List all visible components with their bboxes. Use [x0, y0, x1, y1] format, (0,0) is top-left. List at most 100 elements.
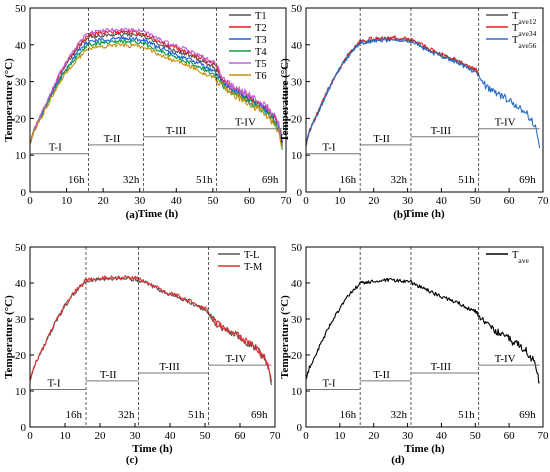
x-tick-label: 60 [244, 195, 256, 207]
y-tick-label: 10 [291, 386, 303, 398]
y-tick-label: 50 [15, 242, 27, 254]
phase-end-label: 16h [340, 174, 357, 186]
legend-label-subscript: ave [518, 256, 529, 265]
x-tick-label: 70 [538, 195, 550, 207]
x-axis-label: Time (h) [132, 443, 173, 455]
x-tick-label: 40 [436, 195, 448, 207]
y-tick-label: 30 [15, 314, 27, 326]
legend-label-subscript: ave34 [518, 29, 536, 38]
x-tick-label: 70 [281, 195, 293, 207]
phase-label: T-II [373, 369, 390, 381]
x-tick-label: 20 [98, 195, 110, 207]
y-tick-label: 30 [291, 314, 303, 326]
y-tick-label: 50 [15, 3, 27, 15]
chart-panel: T-I 16h T-II 32h T-III 51h T-IV 69h 0 10 20 30 40 50 6… [279, 242, 549, 466]
y-tick-label: 50 [291, 242, 303, 254]
phase-label: T-II [104, 133, 121, 145]
plot-frame [29, 246, 276, 428]
x-tick-label: 30 [130, 430, 142, 442]
series-line [305, 36, 479, 147]
phase-end-label: 51h [458, 409, 475, 421]
y-tick-label: 40 [15, 278, 27, 290]
plot-frame [305, 246, 544, 428]
x-tick-label: 40 [165, 430, 177, 442]
phase-end-label: 32h [123, 174, 140, 186]
phase-label: T-I [323, 378, 336, 390]
y-tick-label: 10 [15, 150, 27, 162]
x-tick-label: 30 [134, 195, 146, 207]
y-tick-label: 0 [297, 422, 303, 434]
panel-caption: (a) [126, 209, 139, 221]
phase-end-label: 51h [196, 174, 213, 186]
phase-label: T-III [159, 361, 180, 373]
y-tick-label: 10 [291, 150, 303, 162]
chart-panel: T-I 16h T-II 32h T-III 51h T-IV 69h 0 10 20 30 40 50 6… [279, 3, 549, 221]
x-tick-label: 10 [60, 430, 72, 442]
series-line [305, 38, 541, 149]
phase-label: T-I [47, 378, 60, 390]
x-tick-label: 50 [470, 430, 482, 442]
phase-label: T-III [166, 125, 187, 137]
y-tick-label: 40 [291, 278, 303, 290]
x-axis-label: Time (h) [404, 443, 445, 455]
phase-end-label: 69h [262, 174, 279, 186]
x-tick-label: 10 [334, 430, 346, 442]
series-line [29, 27, 283, 144]
x-tick-label: 50 [470, 195, 482, 207]
y-tick-label: 20 [15, 113, 27, 125]
x-tick-label: 60 [235, 430, 247, 442]
phase-label: T-IV [495, 353, 516, 365]
x-tick-label: 70 [538, 430, 550, 442]
phase-label: T-I [323, 142, 336, 154]
legend-label: T2 [255, 23, 267, 34]
phase-end-label: 32h [390, 409, 407, 421]
legend-label: T6 [255, 71, 267, 82]
phase-label: T-II [100, 369, 117, 381]
y-tick-label: 40 [291, 40, 303, 52]
series-line [29, 42, 283, 148]
x-tick-label: 70 [270, 430, 282, 442]
x-tick-label: 20 [368, 195, 380, 207]
phase-end-label: 69h [251, 409, 268, 421]
y-tick-label: 30 [15, 77, 27, 89]
x-tick-label: 20 [95, 430, 107, 442]
phase-end-label: 32h [390, 174, 407, 186]
y-tick-label: 20 [15, 350, 27, 362]
plot-frame [29, 7, 287, 193]
x-axis-label: Time (h) [138, 208, 179, 220]
y-tick-label: 40 [15, 40, 27, 52]
x-tick-label: 10 [61, 195, 73, 207]
y-tick-label: 50 [291, 3, 303, 15]
x-tick-label: 0 [303, 195, 309, 207]
y-tick-label: 30 [291, 77, 303, 89]
phase-label: T-IV [495, 117, 516, 129]
x-tick-label: 0 [303, 430, 309, 442]
legend: Tave [486, 250, 530, 265]
x-axis-label: Time (h) [404, 208, 445, 220]
phase-label: T-III [431, 125, 452, 137]
phase-end-label: 16h [340, 409, 357, 421]
x-tick-label: 40 [171, 195, 183, 207]
x-tick-label: 10 [334, 195, 346, 207]
series-line [29, 275, 273, 383]
x-tick-label: 50 [200, 430, 212, 442]
phase-label: T-IV [226, 353, 247, 365]
legend-label: T3 [255, 35, 267, 46]
phase-end-label: 16h [66, 409, 83, 421]
x-tick-label: 20 [368, 430, 380, 442]
chart-panel: T-I 16h T-II 32h T-III 51h T-IV 69h 0 10 20 30 40 50 6… [3, 242, 281, 466]
y-axis-label: Temperature (°C) [3, 295, 15, 379]
chart-panel: T-I 16h T-II 32h T-III 51h T-IV 69h 0 10 20 30 40 50 6… [3, 3, 292, 221]
y-tick-label: 20 [291, 113, 303, 125]
x-tick-label: 0 [27, 195, 33, 207]
phase-label: T-III [431, 361, 452, 373]
legend-label: T-L [244, 250, 259, 261]
phase-end-label: 51h [188, 409, 205, 421]
x-tick-label: 30 [402, 430, 414, 442]
y-tick-label: 20 [291, 350, 303, 362]
panel-caption: (c) [126, 454, 139, 466]
y-tick-label: 0 [297, 187, 303, 199]
x-tick-label: 40 [436, 430, 448, 442]
